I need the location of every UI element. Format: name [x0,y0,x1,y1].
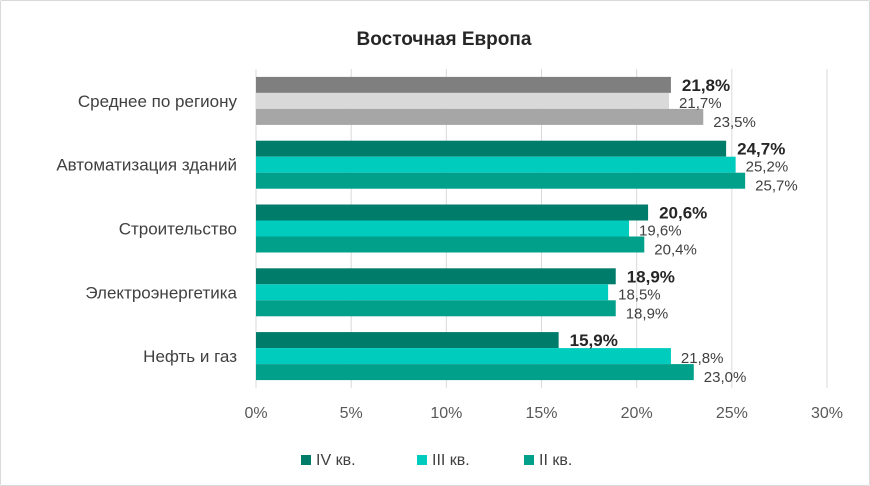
category-label: Строительство [119,220,237,239]
bars [256,76,746,381]
legend-swatch [417,455,427,465]
bar [256,172,746,189]
data-label: 20,6% [659,204,707,223]
data-label: 20,4% [654,242,697,259]
bar [256,300,616,317]
bar [256,92,670,109]
legend-swatch [301,455,311,465]
x-axis-ticks: 0% 5% 10% 15% 20% 25% 30% [244,405,843,422]
x-tick-label: 20% [621,405,653,422]
legend-label: II кв. [539,452,572,469]
category-label: Электроэнергетика [85,283,237,302]
data-label: 15,9% [570,331,618,350]
x-tick-label: 10% [430,405,462,422]
data-label: 18,9% [627,267,675,286]
category-label: Нефть и газ [143,347,237,366]
bar [256,236,645,253]
legend-item: II кв. [524,452,572,469]
x-tick-label: 0% [244,405,267,422]
data-label: 24,7% [737,140,785,159]
legend-label: III кв. [432,452,470,469]
bar [256,284,609,301]
data-label: 21,8% [682,76,730,95]
data-label: 18,9% [626,305,669,322]
x-tick-label: 30% [811,405,843,422]
data-label: 25,7% [755,178,798,195]
data-label: 19,6% [639,223,682,240]
bar [256,76,671,93]
bar [256,204,649,221]
bar [256,332,559,349]
data-label: 21,7% [679,95,722,112]
bar [256,156,736,173]
bar [256,108,704,125]
data-label: 23,0% [704,369,747,386]
legend: IV кв. III кв. II кв. [301,452,572,469]
x-tick-label: 15% [525,405,557,422]
bar [256,348,671,365]
x-tick-label: 5% [340,405,363,422]
legend-label: IV кв. [316,452,356,469]
legend-item: III кв. [417,452,470,469]
chart-title: Восточная Европа [357,29,532,50]
category-label: Среднее по региону [78,92,238,111]
legend-item: IV кв. [301,452,356,469]
legend-swatch [524,455,534,465]
category-labels: Среднее по региону Автоматизация зданий Ст… [56,92,237,366]
x-tick-label: 25% [716,405,748,422]
bar [256,268,616,285]
data-label: 23,5% [713,114,756,131]
data-label: 18,5% [618,286,661,303]
bar [256,140,727,157]
data-label: 21,8% [681,350,724,367]
data-labels: 21,8%21,7%23,5%24,7%25,2%25,7%20,6%19,6%… [570,76,798,386]
bar [256,220,630,237]
bar [256,364,694,381]
category-label: Автоматизация зданий [56,156,237,175]
data-label: 25,2% [746,159,789,176]
